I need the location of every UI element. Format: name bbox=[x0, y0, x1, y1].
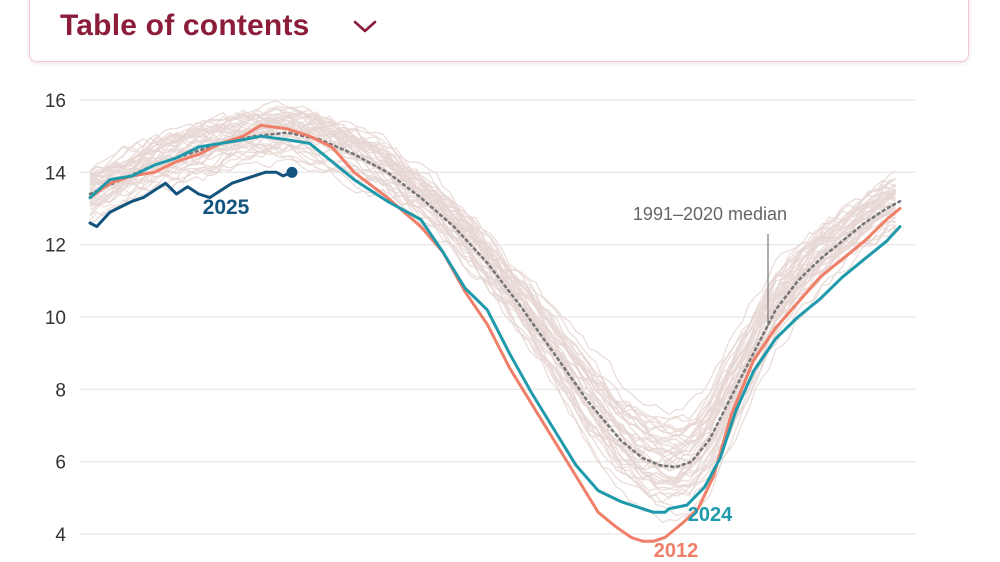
y-tick-label-16: 16 bbox=[45, 91, 66, 112]
table-of-contents-label: Table of contents bbox=[60, 9, 310, 42]
historical-year-line bbox=[89, 107, 896, 451]
series-line-2024 bbox=[88, 134, 902, 514]
y-tick-label-10: 10 bbox=[45, 308, 66, 329]
y-tick-label-6: 6 bbox=[55, 453, 66, 474]
historical-year-line bbox=[89, 111, 896, 462]
series-2012-label: 2012 bbox=[654, 540, 699, 562]
historical-year-line bbox=[89, 116, 897, 491]
y-tick-label-14: 14 bbox=[45, 163, 67, 184]
chevron-down-icon[interactable] bbox=[352, 19, 378, 35]
series-2025-label: 2025 bbox=[203, 196, 250, 219]
y-tick-label-12: 12 bbox=[45, 236, 66, 257]
historical-year-line bbox=[89, 134, 896, 435]
y-tick-label-8: 8 bbox=[55, 380, 66, 401]
y-tick-label-4: 4 bbox=[55, 525, 66, 546]
series-2025-endpoint bbox=[286, 166, 298, 178]
historical-year-line bbox=[89, 141, 897, 517]
gridlines bbox=[80, 99, 915, 535]
series-line-2025 bbox=[88, 170, 294, 229]
series-2024-label: 2024 bbox=[688, 504, 733, 526]
historical-year-line bbox=[89, 112, 896, 472]
series-lines bbox=[88, 123, 902, 543]
table-of-contents-toggle[interactable]: Table of contents bbox=[29, 0, 969, 62]
y-axis-ticks: 4 6 8 10 12 14 16 bbox=[45, 91, 67, 546]
historical-years-lines bbox=[89, 99, 897, 524]
median-label: 1991–2020 median bbox=[633, 204, 787, 224]
historical-year-line bbox=[89, 149, 896, 524]
series-line-2012 bbox=[88, 123, 902, 543]
